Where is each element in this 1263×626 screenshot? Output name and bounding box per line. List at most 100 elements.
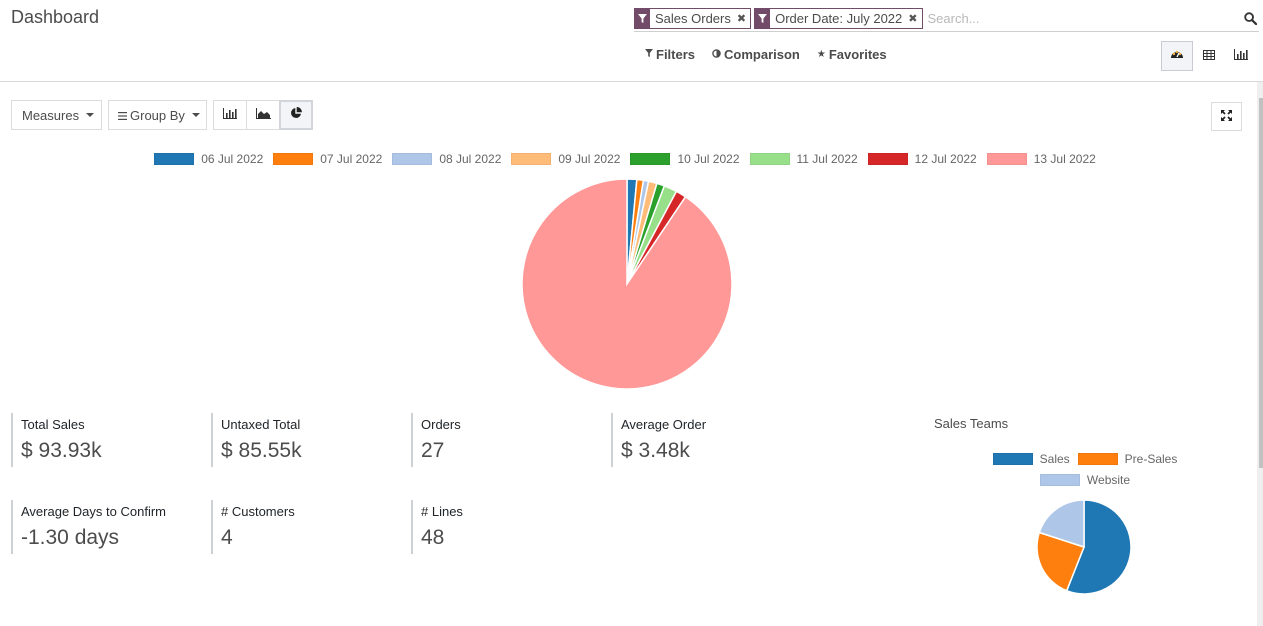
- legend-item[interactable]: 10 Jul 2022: [630, 152, 740, 166]
- legend-swatch: [992, 453, 1033, 465]
- line-chart-button[interactable]: [246, 100, 280, 130]
- kpi-label: Untaxed Total: [221, 417, 301, 432]
- legend-swatch: [273, 153, 314, 165]
- expand-icon: [1221, 108, 1232, 126]
- remove-facet-icon[interactable]: ✖: [736, 13, 747, 25]
- legend-item[interactable]: 11 Jul 2022: [749, 152, 858, 166]
- scrollbar-thumb[interactable]: [1259, 98, 1263, 468]
- measures-label: Measures: [22, 107, 80, 123]
- order-date-pie-chart[interactable]: [520, 177, 734, 391]
- kpi-label: # Customers: [221, 504, 295, 519]
- favorites-button[interactable]: ★ Favorites: [817, 47, 887, 62]
- comparison-label: Comparison: [724, 47, 800, 62]
- tachometer-icon: [1170, 47, 1184, 65]
- kpi-value: $ 3.48k: [621, 439, 690, 462]
- view-dashboard-button[interactable]: [1161, 41, 1193, 71]
- legend-item[interactable]: 08 Jul 2022: [392, 152, 501, 166]
- facet-order-date[interactable]: Order Date: July 2022 ✖: [754, 8, 923, 29]
- bars-icon: [118, 108, 127, 123]
- sales-teams-legend: Sales Pre-Sales Website: [960, 452, 1210, 494]
- view-switcher: [1161, 41, 1257, 71]
- kpi-value: 48: [421, 526, 445, 549]
- kpi-label: Total Sales: [21, 417, 85, 432]
- bar-chart-icon: [223, 106, 237, 124]
- kpi-average-days-to-confirm[interactable]: Average Days to Confirm -1.30 days: [11, 500, 201, 554]
- legend-swatch: [1039, 474, 1080, 486]
- legend-swatch: [986, 153, 1027, 165]
- pie-slice[interactable]: [1038, 499, 1085, 549]
- search-input[interactable]: [925, 7, 1241, 30]
- legend-item[interactable]: 09 Jul 2022: [511, 152, 620, 166]
- kpi-orders[interactable]: Orders 27: [411, 413, 601, 467]
- search-icon[interactable]: [1241, 10, 1259, 28]
- legend-item[interactable]: Website: [1039, 473, 1131, 487]
- view-graph-button[interactable]: [1225, 41, 1257, 71]
- legend-label: Website: [1086, 473, 1131, 487]
- pie-slice[interactable]: [1036, 531, 1085, 592]
- facet-label: Sales Orders: [650, 9, 735, 28]
- group-by-dropdown[interactable]: Group By: [108, 100, 207, 130]
- legend-label: 11 Jul 2022: [796, 152, 858, 166]
- legend-label: 06 Jul 2022: [201, 152, 264, 166]
- facet-sales-orders[interactable]: Sales Orders ✖: [634, 8, 752, 29]
- control-panel: Dashboard Sales Orders ✖ Order Date: Jul…: [0, 0, 1263, 82]
- bar-chart-button[interactable]: [213, 100, 247, 130]
- legend-label: 12 Jul 2022: [914, 152, 977, 166]
- favorites-label: Favorites: [828, 47, 887, 62]
- area-chart-icon: [255, 106, 271, 124]
- measures-dropdown[interactable]: Measures: [11, 100, 102, 130]
- chart-legend: 06 Jul 2022 07 Jul 2022 08 Jul 2022 09 J…: [0, 152, 1250, 166]
- kpi-label: Orders: [421, 417, 461, 432]
- sales-teams-title: Sales Teams: [934, 416, 1009, 431]
- pie-chart-button[interactable]: [279, 100, 313, 130]
- filters-label: Filters: [656, 47, 696, 62]
- kpi-value: $ 85.55k: [221, 439, 302, 462]
- page-title: Dashboard: [11, 7, 100, 27]
- legend-label: Pre-Sales: [1124, 452, 1178, 466]
- legend-swatch: [392, 153, 433, 165]
- legend-label: 08 Jul 2022: [439, 152, 502, 166]
- legend-item[interactable]: Pre-Sales: [1077, 452, 1178, 466]
- pie-slice[interactable]: [521, 178, 733, 390]
- filters-button[interactable]: Filters: [645, 47, 695, 62]
- adjust-icon: [712, 48, 721, 61]
- star-icon: ★: [816, 49, 826, 60]
- kpi-value: $ 93.93k: [21, 439, 102, 462]
- kpi-customers[interactable]: # Customers 4: [211, 500, 401, 554]
- legend-label: 09 Jul 2022: [558, 152, 621, 166]
- fullscreen-button[interactable]: [1211, 102, 1242, 131]
- group-by-label: Group By: [130, 107, 185, 123]
- legend-item[interactable]: 06 Jul 2022: [154, 152, 263, 166]
- legend-swatch: [154, 153, 195, 165]
- legend-item[interactable]: 07 Jul 2022: [273, 152, 382, 166]
- kpi-total-sales[interactable]: Total Sales $ 93.93k: [11, 413, 201, 467]
- remove-facet-icon[interactable]: ✖: [908, 13, 918, 25]
- comparison-button[interactable]: Comparison: [712, 47, 800, 62]
- legend-label: Sales: [1039, 452, 1070, 466]
- kpi-average-order[interactable]: Average Order $ 3.48k: [611, 413, 801, 467]
- legend-label: 07 Jul 2022: [320, 152, 383, 166]
- view-pivot-button[interactable]: [1193, 41, 1225, 71]
- pie-chart-icon: [290, 106, 302, 124]
- bar-chart-icon: [1234, 47, 1248, 65]
- legend-swatch: [1077, 453, 1118, 465]
- legend-swatch: [749, 153, 790, 165]
- kpi-value: 27: [421, 439, 445, 462]
- filter-icon: [755, 9, 771, 28]
- sales-teams-pie-chart[interactable]: [1036, 499, 1132, 595]
- legend-item[interactable]: 13 Jul 2022: [986, 152, 1096, 166]
- kpi-untaxed-total[interactable]: Untaxed Total $ 85.55k: [211, 413, 401, 467]
- pie-slice[interactable]: [1065, 499, 1132, 595]
- kpi-value: 4: [221, 526, 233, 549]
- search-options: Filters Comparison ★ Favorites: [645, 47, 904, 62]
- search-bar: Sales Orders ✖ Order Date: July 2022 ✖: [634, 6, 1259, 32]
- legend-item[interactable]: 12 Jul 2022: [867, 152, 977, 166]
- kpi-label: Average Order: [621, 417, 707, 432]
- legend-label: 13 Jul 2022: [1033, 152, 1096, 166]
- chart-type-switcher: [213, 100, 313, 130]
- kpi-lines[interactable]: # Lines 48: [411, 500, 601, 554]
- facet-label: Order Date: July 2022: [770, 9, 907, 28]
- legend-item[interactable]: Sales: [992, 452, 1070, 466]
- caret-down-icon: [191, 113, 200, 117]
- kpi-value: -1.30 days: [21, 526, 120, 549]
